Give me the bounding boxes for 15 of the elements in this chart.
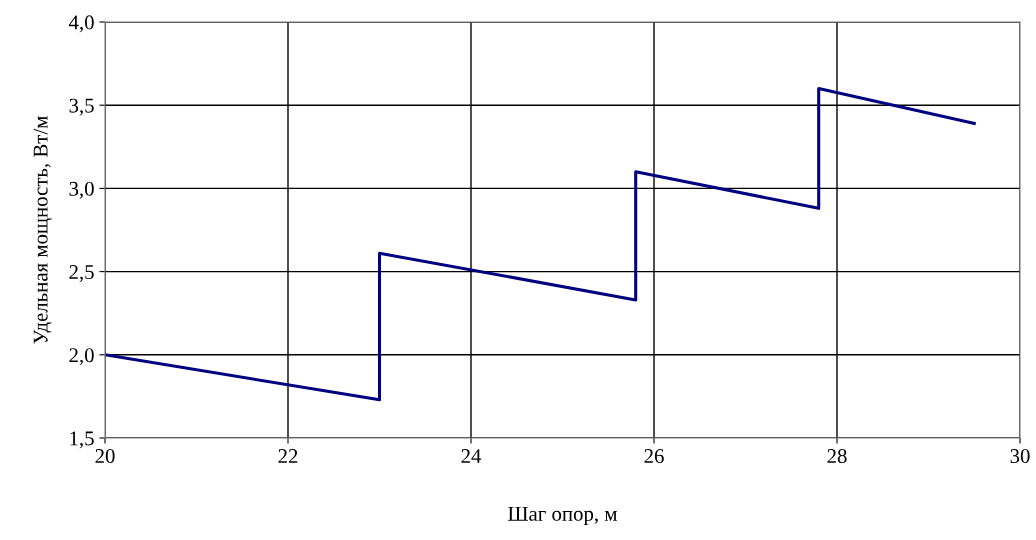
line-series xyxy=(105,87,976,402)
y-tick-label: 3,0 xyxy=(69,181,94,199)
y-tick-label: 1,5 xyxy=(70,431,94,449)
y-tick-label: 2,5 xyxy=(69,265,94,283)
x-tick-label: 22 xyxy=(278,449,298,463)
y-tick-label: 2,0 xyxy=(69,348,94,366)
y-axis-title: Удельная мощность, Вт/м xyxy=(33,116,52,344)
x-axis-title: Шаг опор, м xyxy=(508,507,618,526)
x-tick-label: 26 xyxy=(644,449,664,464)
y-tick-label: 3,5 xyxy=(69,98,94,116)
x-tick-label: 24 xyxy=(461,449,482,463)
x-tick-label: 28 xyxy=(827,449,847,464)
y-tick-label: 4,0 xyxy=(68,15,94,33)
x-tick-label: 20 xyxy=(95,449,115,464)
x-tick-label: 30 xyxy=(1010,449,1030,464)
